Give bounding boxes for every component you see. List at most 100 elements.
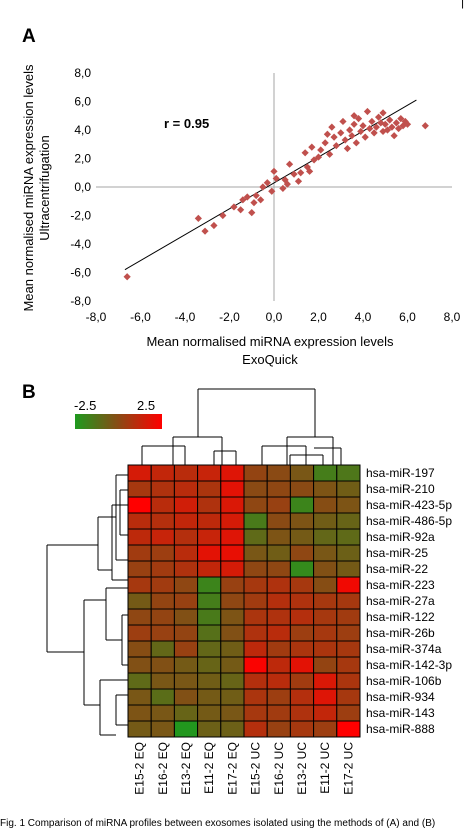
y-tick-label: 4,0 — [74, 123, 91, 137]
heatmap-cell — [173, 464, 199, 482]
heatmap-cell — [336, 608, 361, 626]
scatter-point — [330, 133, 338, 141]
scatter-point — [357, 127, 365, 136]
heatmap-cell — [150, 592, 175, 610]
x-tick-label: 2,0 — [310, 310, 327, 324]
heatmap-cell — [127, 704, 152, 722]
column-label: E15-2 UC — [249, 742, 263, 795]
x-tick-labels: -8,0 -6,0 -4,0 -2,0 0,0 2,0 4,0 6,0 8,0 — [86, 310, 461, 324]
heatmap-cell — [336, 528, 361, 546]
heatmap-cell — [127, 464, 152, 482]
heatmap-cell — [289, 576, 315, 594]
heatmap-cell — [336, 464, 361, 482]
scatter-point — [337, 129, 345, 137]
scatter-point — [219, 211, 227, 220]
heatmap-cell — [173, 624, 199, 642]
x-axis-title: Mean normalised miRNA expression levels — [146, 334, 394, 349]
heatmap-cell — [173, 704, 199, 722]
heatmap-cell — [220, 592, 245, 610]
scatter-point — [359, 122, 367, 130]
x-tick-label: -6,0 — [130, 310, 151, 324]
heatmap-cell — [313, 608, 338, 626]
heatmap-cell — [173, 640, 199, 658]
scatter-point — [374, 113, 383, 121]
heatmap-cell — [266, 656, 291, 674]
heatmap-cell — [150, 608, 175, 626]
heatmap-cell — [289, 464, 315, 482]
heatmap-cell — [127, 528, 152, 546]
heatmap-cell — [336, 624, 361, 642]
scatter-point — [279, 184, 287, 193]
heatmap-cell — [313, 672, 338, 690]
scatter-point — [314, 153, 323, 161]
heatmap-cell — [220, 496, 245, 514]
heatmap-cell — [266, 560, 291, 578]
heatmap-cell — [127, 672, 152, 690]
column-label: E11-2 EQ — [202, 742, 216, 794]
column-labels: E15-2 EQ E16-2 EQ E13-2 EQ E11-2 EQ E17-2 EQ… — [133, 742, 356, 795]
heatmap-cell — [197, 720, 222, 738]
scatter-point — [294, 177, 303, 185]
heatmap-cell — [243, 720, 268, 738]
heatmap-cell — [313, 720, 338, 738]
heatmap-cell — [220, 640, 245, 658]
heatmap-cell — [173, 576, 199, 594]
scatter-point — [326, 150, 334, 158]
heatmap-cell — [150, 496, 175, 514]
row-label: hsa-miR-888 — [366, 722, 435, 736]
heatmap-cell — [127, 480, 152, 498]
heatmap-cell — [127, 656, 152, 674]
heatmap-cell — [150, 720, 175, 738]
heatmap-cell — [150, 656, 175, 674]
heatmap-cell — [289, 496, 315, 514]
scatter-point — [239, 196, 247, 204]
x-tick-label: -2,0 — [219, 310, 240, 324]
scatter-points — [123, 107, 429, 281]
column-dendrogram — [141, 388, 342, 465]
heatmap-cell — [336, 480, 361, 498]
heatmap-cell — [220, 672, 245, 690]
scatter-point — [201, 227, 209, 235]
heatmap-cell — [313, 464, 338, 482]
heatmap-cell — [220, 560, 245, 578]
heatmap-cell — [220, 656, 245, 674]
heatmap-cell — [150, 544, 175, 562]
heatmap-cell — [266, 544, 291, 562]
x-tick-label: 6,0 — [399, 310, 416, 324]
heatmap-cell — [336, 656, 361, 674]
heatmap-cell — [313, 592, 338, 610]
heatmap-cell — [173, 656, 199, 674]
color-scale-min-label: -2.5 — [74, 398, 96, 413]
scatter-point — [259, 183, 267, 191]
heatmap-cell — [289, 592, 315, 610]
scatter-point — [308, 143, 316, 151]
heatmap-cell — [266, 608, 291, 626]
scatter-point — [283, 180, 291, 188]
scatter-point — [379, 109, 387, 117]
row-label: hsa-miR-210 — [366, 482, 435, 496]
heatmap-cell — [127, 576, 152, 594]
scatter-point — [285, 160, 294, 168]
heatmap-cell — [127, 496, 152, 514]
heatmap-cell — [173, 592, 199, 610]
scatter-point — [352, 139, 360, 147]
x-axis-subtitle: ExoQuick — [242, 352, 298, 367]
heatmap-cell — [313, 688, 338, 706]
y-axis-subtitle: Ultracentrifugation — [37, 135, 52, 241]
heatmap-cell — [220, 624, 245, 642]
scatter-point — [339, 117, 347, 126]
scatter-point — [248, 209, 256, 217]
heatmap-cell — [266, 704, 291, 722]
heatmap-cell — [313, 576, 338, 594]
scatter-point — [372, 123, 380, 131]
heatmap-cell — [127, 592, 152, 610]
heatmap-cell — [197, 688, 222, 706]
heatmap-cell — [150, 672, 175, 690]
heatmap-cell — [197, 640, 222, 658]
scatter-point — [210, 221, 218, 230]
heatmap-cell — [313, 496, 338, 514]
column-label: E17-2 UC — [341, 742, 355, 795]
heatmap-cell — [243, 576, 268, 594]
heatmap-cell — [266, 512, 291, 530]
